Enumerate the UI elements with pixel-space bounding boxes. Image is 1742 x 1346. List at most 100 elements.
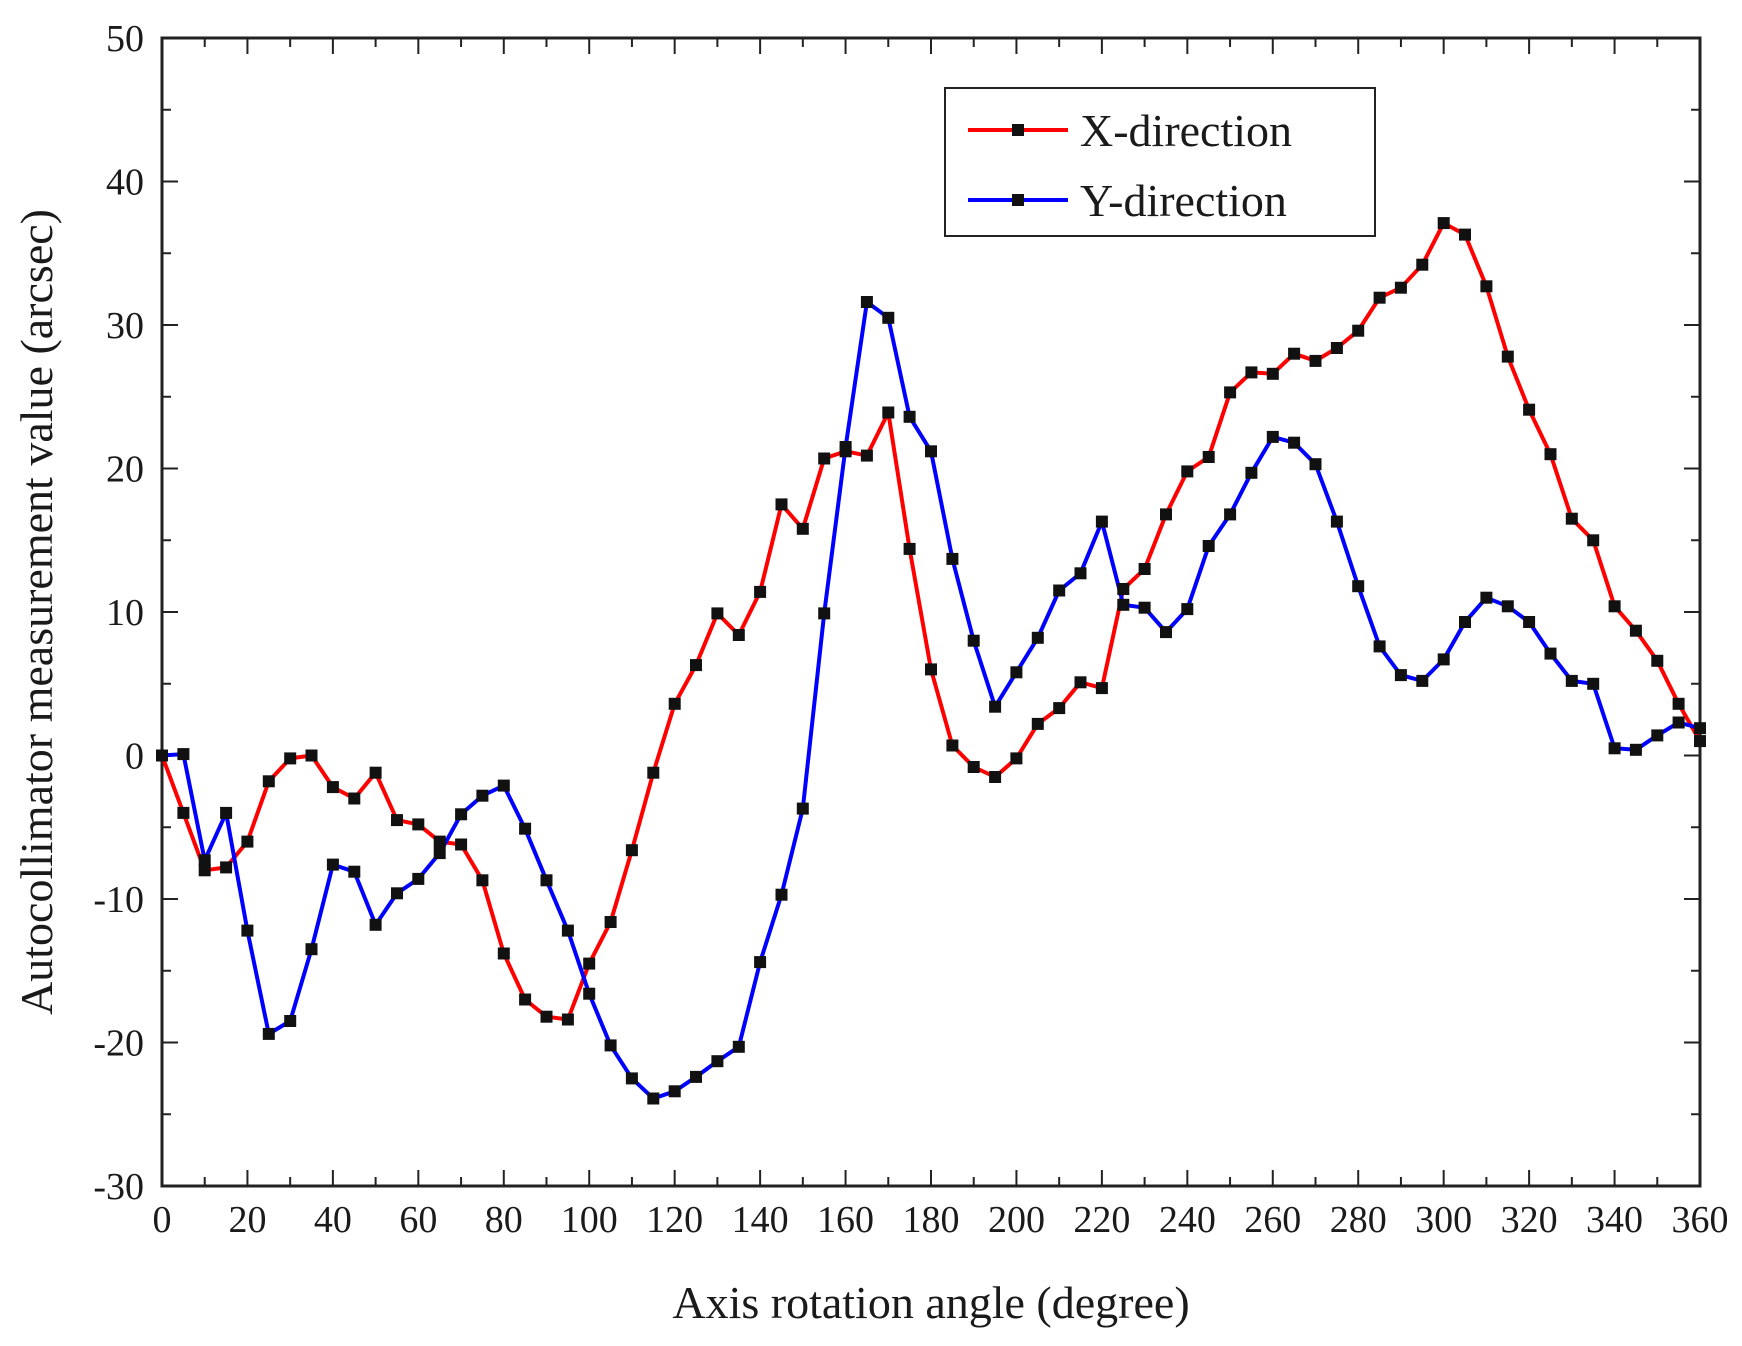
data-point-y-direction (540, 874, 553, 887)
x-tick-label: 20 (228, 1199, 266, 1241)
data-point-x-direction (690, 659, 702, 672)
data-point-y-direction (1181, 603, 1194, 616)
data-point-y-direction (1373, 640, 1386, 653)
data-point-y-direction (818, 607, 831, 620)
data-point-x-direction (1437, 217, 1450, 230)
data-point-y-direction (1010, 666, 1023, 679)
x-tick-label: 120 (646, 1199, 703, 1241)
data-point-x-direction (1160, 508, 1172, 521)
data-point-x-direction (1544, 448, 1557, 461)
series-line-y-direction (161, 300, 1701, 1101)
data-point-x-direction (540, 1010, 553, 1023)
data-point-y-direction (732, 1040, 745, 1053)
data-point-x-direction (1138, 563, 1151, 575)
data-point-y-direction (1459, 616, 1471, 628)
x-tick-label: 340 (1586, 1199, 1643, 1241)
data-point-x-direction (1459, 228, 1471, 241)
data-point-y-direction (305, 943, 318, 956)
data-point-y-direction (1224, 508, 1237, 521)
data-point-x-direction (1523, 403, 1536, 416)
data-point-y-direction (433, 847, 446, 860)
x-tick-label: 260 (1244, 1199, 1301, 1241)
x-tick-label: 140 (732, 1199, 789, 1241)
y-tick-label: -30 (93, 1166, 144, 1208)
data-point-y-direction (1309, 458, 1322, 471)
data-point-x-direction (1565, 512, 1578, 525)
data-point-y-direction (839, 441, 852, 453)
x-tick-label: 360 (1672, 1199, 1729, 1241)
data-point-x-direction (732, 629, 745, 641)
x-axis-title: Axis rotation angle (degree) (672, 1277, 1189, 1328)
data-point-x-direction (1608, 600, 1621, 613)
data-point-y-direction (241, 924, 254, 937)
data-point-y-direction (455, 808, 468, 821)
data-point-x-direction (348, 792, 361, 805)
x-tick-label: 320 (1501, 1199, 1558, 1241)
data-point-y-direction (1587, 677, 1600, 690)
data-point-y-direction (967, 634, 980, 647)
data-point-x-direction (476, 874, 489, 887)
data-point-x-direction (647, 766, 660, 779)
data-point-x-direction (775, 498, 788, 511)
y-tick-label: 0 (125, 736, 144, 778)
data-point-y-direction (156, 749, 168, 762)
x-tick-label: 80 (485, 1199, 523, 1241)
data-point-x-direction (1394, 281, 1407, 294)
data-point-y-direction (1416, 674, 1429, 687)
data-point-x-direction (369, 766, 382, 779)
data-point-y-direction (1202, 540, 1215, 552)
data-point-y-direction (1074, 567, 1087, 580)
data-point-y-direction (604, 1039, 617, 1052)
data-point-y-direction (476, 789, 489, 802)
data-point-x-direction (1031, 717, 1044, 730)
data-point-x-direction (946, 739, 959, 752)
data-point-x-direction (262, 775, 275, 788)
data-point-y-direction (198, 854, 211, 867)
data-point-y-direction (668, 1085, 681, 1098)
data-point-y-direction (583, 987, 596, 1000)
x-tick-label: 280 (1330, 1199, 1387, 1241)
data-point-x-direction (1202, 451, 1215, 463)
data-point-x-direction (818, 452, 831, 465)
data-point-y-direction (1651, 729, 1664, 742)
data-point-x-direction (1501, 350, 1514, 363)
y-tick-label: 30 (106, 305, 144, 347)
data-point-x-direction (497, 947, 510, 960)
data-point-x-direction (1288, 347, 1301, 360)
data-point-y-direction (690, 1070, 702, 1083)
data-point-x-direction (903, 542, 916, 555)
data-point-x-direction (326, 781, 339, 794)
y-tick-label: 10 (106, 592, 144, 634)
data-point-y-direction (1544, 647, 1557, 660)
y-axis-title: Autocollimator measurement value (arcsec… (11, 209, 62, 1015)
legend-box (944, 87, 1376, 237)
data-point-x-direction (1330, 342, 1343, 354)
x-tick-label: 200 (988, 1199, 1045, 1241)
data-point-y-direction (625, 1072, 638, 1085)
x-tick-label: 40 (314, 1199, 352, 1241)
data-point-y-direction (989, 700, 1002, 713)
x-tick-label: 0 (153, 1199, 172, 1241)
data-point-y-direction (369, 918, 382, 931)
data-point-y-direction (348, 865, 361, 878)
data-point-x-direction (1694, 735, 1706, 748)
data-point-y-direction (925, 445, 937, 458)
series-layer (156, 217, 1706, 1105)
data-point-y-direction (1352, 580, 1365, 593)
data-point-x-direction (711, 607, 724, 620)
data-point-y-direction (1480, 591, 1493, 604)
x-tick-label: 240 (1159, 1199, 1216, 1241)
legend-label-y-direction: Y-direction (1080, 175, 1287, 226)
data-point-y-direction (1672, 716, 1685, 729)
legend: X-direction Y-direction (944, 87, 1376, 237)
data-point-y-direction (1501, 600, 1514, 613)
data-point-y-direction (284, 1015, 297, 1027)
data-point-y-direction (647, 1092, 660, 1105)
data-point-y-direction (497, 779, 510, 792)
legend-label-x-direction: X-direction (1080, 105, 1292, 156)
y-tick-label: 40 (106, 162, 144, 204)
data-point-y-direction (1394, 669, 1407, 682)
data-point-x-direction (1095, 682, 1108, 695)
data-point-y-direction (1565, 674, 1578, 687)
